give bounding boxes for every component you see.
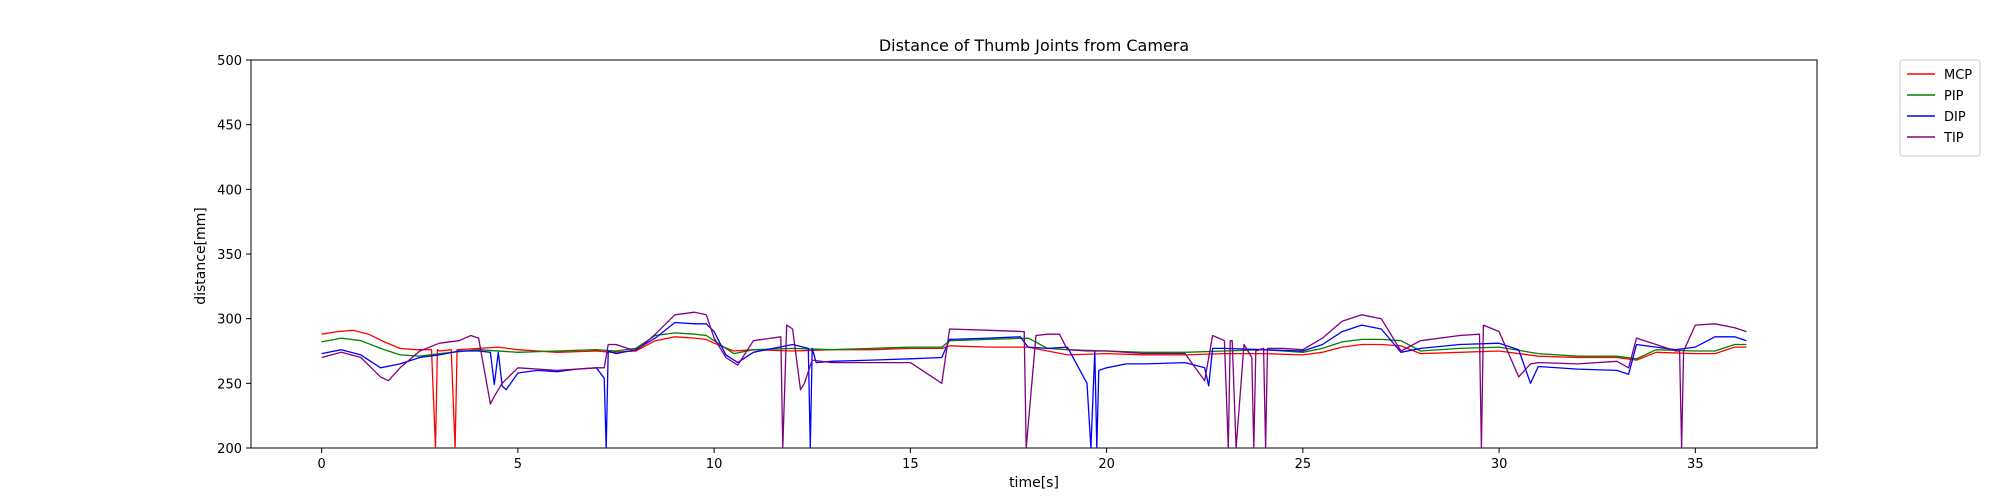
x-tick-label: 0 bbox=[318, 457, 326, 472]
legend-box bbox=[1899, 59, 1981, 157]
series-line-dip bbox=[321, 321, 1747, 448]
plot-frame bbox=[250, 59, 1818, 449]
y-tick-label: 450 bbox=[217, 119, 242, 134]
series-line-tip bbox=[321, 311, 1747, 448]
legend-label-mcp: MCP bbox=[1944, 68, 1972, 83]
y-tick-label: 350 bbox=[217, 248, 242, 263]
x-tick-label: 5 bbox=[514, 457, 522, 472]
legend-label-pip: PIP bbox=[1944, 89, 1964, 104]
y-tick-label: 300 bbox=[217, 313, 242, 328]
x-axis-label: time[s] bbox=[1009, 475, 1059, 491]
series-layer bbox=[321, 311, 1747, 448]
x-tick-label: 30 bbox=[1491, 457, 1508, 472]
x-axis: 0 5 10 15 20 25 30 35 bbox=[318, 448, 1704, 472]
legend-label-dip: DIP bbox=[1944, 110, 1966, 125]
y-axis: 200 250 300 350 400 450 500 bbox=[217, 54, 251, 457]
x-tick-label: 20 bbox=[1098, 457, 1115, 472]
x-tick-label: 25 bbox=[1295, 457, 1312, 472]
chart-title: Distance of Thumb Joints from Camera bbox=[879, 36, 1189, 55]
x-tick-label: 15 bbox=[902, 457, 919, 472]
y-tick-label: 200 bbox=[217, 442, 242, 457]
y-tick-label: 400 bbox=[217, 183, 242, 198]
x-tick-label: 10 bbox=[706, 457, 723, 472]
y-axis-label: distance[mm] bbox=[193, 207, 209, 305]
x-tick-label: 35 bbox=[1687, 457, 1704, 472]
legend-label-tip: TIP bbox=[1943, 131, 1964, 146]
series-line-pip bbox=[321, 332, 1747, 360]
plot-area bbox=[250, 59, 1818, 449]
y-tick-label: 250 bbox=[217, 377, 242, 392]
legend: MCP PIP DIP TIP bbox=[1899, 59, 1981, 157]
y-tick-label: 500 bbox=[217, 54, 242, 69]
